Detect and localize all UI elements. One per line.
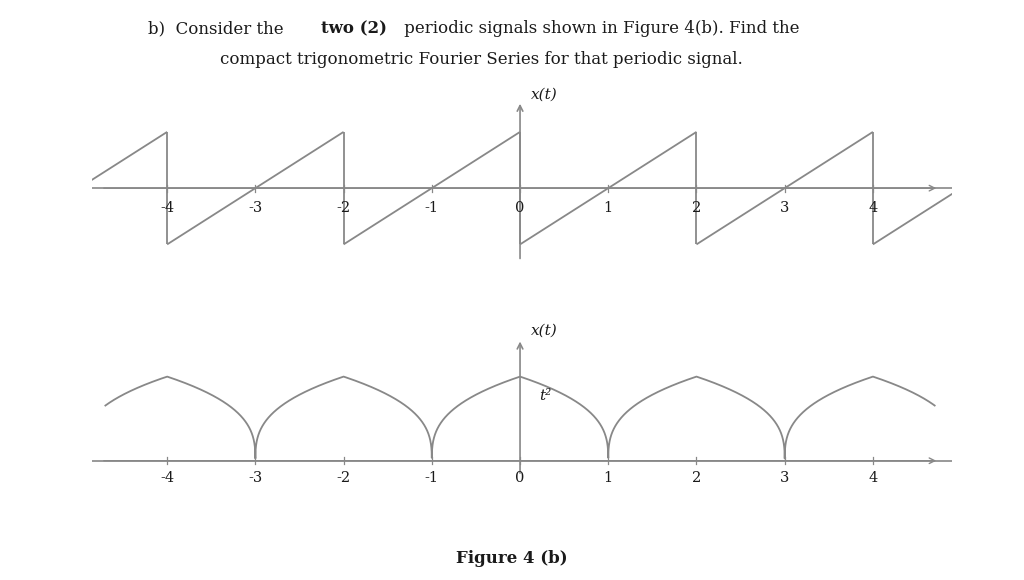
Text: 1: 1 <box>604 201 612 215</box>
Text: 4: 4 <box>868 471 878 485</box>
Text: -2: -2 <box>337 471 350 485</box>
Text: -1: -1 <box>425 471 439 485</box>
Text: -4: -4 <box>160 471 174 485</box>
Text: 1: 1 <box>604 471 612 485</box>
Text: 2: 2 <box>692 201 701 215</box>
Text: x(t): x(t) <box>530 324 557 338</box>
Text: 3: 3 <box>780 201 790 215</box>
Text: compact trigonometric Fourier Series for that periodic signal.: compact trigonometric Fourier Series for… <box>220 51 742 68</box>
Text: 4: 4 <box>868 201 878 215</box>
Text: x(t): x(t) <box>530 87 557 101</box>
Text: 0: 0 <box>515 471 524 485</box>
Text: -4: -4 <box>160 201 174 215</box>
Text: b)  Consider the: b) Consider the <box>148 20 290 37</box>
Text: periodic signals shown in Figure 4(b). Find the: periodic signals shown in Figure 4(b). F… <box>399 20 800 37</box>
Text: 2: 2 <box>692 471 701 485</box>
Text: -3: -3 <box>248 201 262 215</box>
Text: two (2): two (2) <box>321 20 386 37</box>
Text: -1: -1 <box>425 201 439 215</box>
Text: 0: 0 <box>515 201 524 215</box>
Text: t²: t² <box>540 389 552 403</box>
Text: -2: -2 <box>337 201 350 215</box>
Text: Figure 4 (b): Figure 4 (b) <box>456 550 568 567</box>
Text: 3: 3 <box>780 471 790 485</box>
Text: -3: -3 <box>248 471 262 485</box>
